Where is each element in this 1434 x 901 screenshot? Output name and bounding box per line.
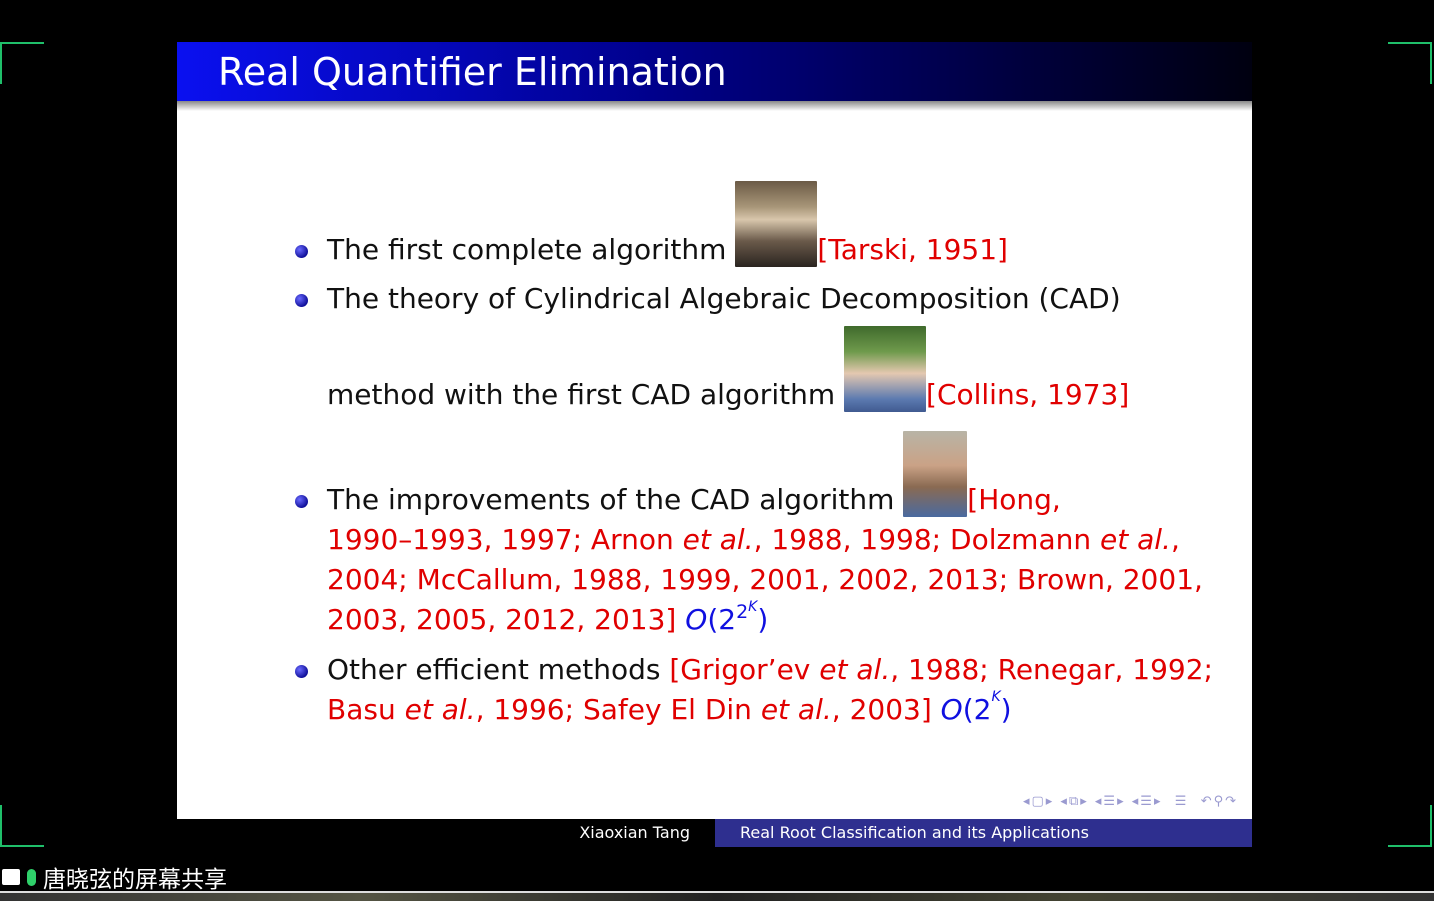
- citation-text: , 1988; Renegar, 1992;: [890, 653, 1213, 686]
- citation-text: ,: [1170, 523, 1180, 556]
- photo-tarski: [735, 181, 818, 267]
- bullet-icon: [295, 294, 308, 307]
- bullet-icon: [295, 665, 308, 678]
- complexity-math: O: [940, 693, 963, 726]
- video-strip: [0, 891, 1434, 901]
- text-line: Other efficient methods [Grigor’ev et al…: [327, 653, 1213, 687]
- photo-collins: [844, 326, 927, 412]
- footer-title-text: Real Root Classification and its Applica…: [740, 823, 1089, 842]
- corner-mark-tl: [0, 42, 44, 84]
- slide-header: Real Quantifier Elimination: [177, 42, 1252, 101]
- corner-mark-br: [1388, 805, 1432, 847]
- citation-text: [Collins, 1973]: [926, 378, 1130, 411]
- citation-text: et al.: [682, 523, 754, 556]
- screen-share-icon[interactable]: [2, 869, 20, 885]
- text-line: The theory of Cylindrical Algebraic Deco…: [327, 282, 1121, 316]
- text-line: method with the first CAD algorithm [Col…: [327, 326, 1130, 412]
- text-line: The first complete algorithm [Tarski, 19…: [327, 181, 1008, 267]
- complexity-math: ): [1000, 693, 1012, 726]
- body-text: The first complete algorithm: [327, 233, 736, 266]
- nav-section-icon[interactable]: ◂☰▸: [1094, 794, 1126, 809]
- complexity-math: O: [685, 603, 708, 636]
- citation-text: 2003, 2005, 2012, 2013]: [327, 603, 686, 636]
- microphone-icon[interactable]: [27, 868, 36, 886]
- presentation-slide: Real Quantifier Elimination The first co…: [177, 42, 1252, 847]
- nav-back-search-forward-icon[interactable]: ↶⚲↷: [1200, 794, 1238, 809]
- bullet-icon: [295, 495, 308, 508]
- nav-document-icon[interactable]: ◂☰▸: [1131, 794, 1163, 809]
- citation-text: Basu: [327, 693, 405, 726]
- complexity-math: 2: [736, 601, 749, 623]
- complexity-math: ): [757, 603, 769, 636]
- citation-text: [Hong,: [967, 483, 1061, 516]
- citation-text: et al.: [760, 693, 832, 726]
- screen-share-label: 唐晓弦的屏幕共享: [43, 867, 227, 893]
- citation-text: , 1988, 1998; Dolzmann: [753, 523, 1101, 556]
- bullet-icon: [295, 245, 308, 258]
- beamer-navigation: ◂▢▸ ◂⧉▸ ◂☰▸ ◂☰▸ ☰ ↶⚲↷: [1023, 794, 1238, 809]
- header-shadow: [177, 101, 1252, 111]
- body-text: Other efficient methods: [327, 653, 670, 686]
- footer-author-text: Xiaoxian Tang: [579, 823, 690, 842]
- body-text: The theory of Cylindrical Algebraic Deco…: [327, 282, 1121, 315]
- corner-mark-bl: [0, 805, 44, 847]
- photo-hong: [903, 431, 968, 517]
- nav-toc-icon[interactable]: ☰: [1168, 794, 1195, 809]
- text-line: 1990–1993, 1997; Arnon et al., 1988, 199…: [327, 523, 1180, 557]
- citation-text: [Grigor’ev: [669, 653, 820, 686]
- citation-text: 2004; McCallum, 1988, 1999, 2001, 2002, …: [327, 563, 1203, 596]
- photo-slot: [903, 431, 968, 517]
- footer-title: Real Root Classification and its Applica…: [715, 819, 1252, 847]
- citation-text: [Tarski, 1951]: [817, 233, 1008, 266]
- body-text: method with the first CAD algorithm: [327, 378, 845, 411]
- citation-text: et al.: [1100, 523, 1171, 556]
- text-line: Basu et al., 1996; Safey El Din et al., …: [327, 689, 1012, 727]
- citation-text: , 1996; Safey El Din: [475, 693, 761, 726]
- complexity-math: (2: [962, 693, 992, 726]
- text-line: The improvements of the CAD algorithm [H…: [327, 431, 1061, 517]
- text-line: 2004; McCallum, 1988, 1999, 2001, 2002, …: [327, 563, 1203, 597]
- photo-slot: [844, 326, 927, 412]
- complexity-math: K: [991, 689, 1001, 705]
- citation-text: et al.: [404, 693, 476, 726]
- corner-mark-tr: [1388, 42, 1432, 84]
- footer-author: Xiaoxian Tang: [177, 819, 715, 847]
- slide-title: Real Quantifier Elimination: [218, 50, 727, 94]
- body-text: The improvements of the CAD algorithm: [327, 483, 904, 516]
- citation-text: et al.: [819, 653, 891, 686]
- complexity-math: K: [748, 599, 758, 615]
- citation-text: , 2003]: [831, 693, 941, 726]
- text-line: 2003, 2005, 2012, 2013] O(22K): [327, 599, 769, 637]
- screen-share-banner: 唐晓弦的屏幕共享: [2, 860, 227, 894]
- nav-subsection-icon[interactable]: ◂⧉▸: [1060, 794, 1089, 809]
- complexity-math: (2: [707, 603, 737, 636]
- citation-text: 1990–1993, 1997; Arnon: [327, 523, 683, 556]
- photo-slot: [735, 181, 818, 267]
- nav-frame-icon[interactable]: ◂▢▸: [1022, 794, 1055, 809]
